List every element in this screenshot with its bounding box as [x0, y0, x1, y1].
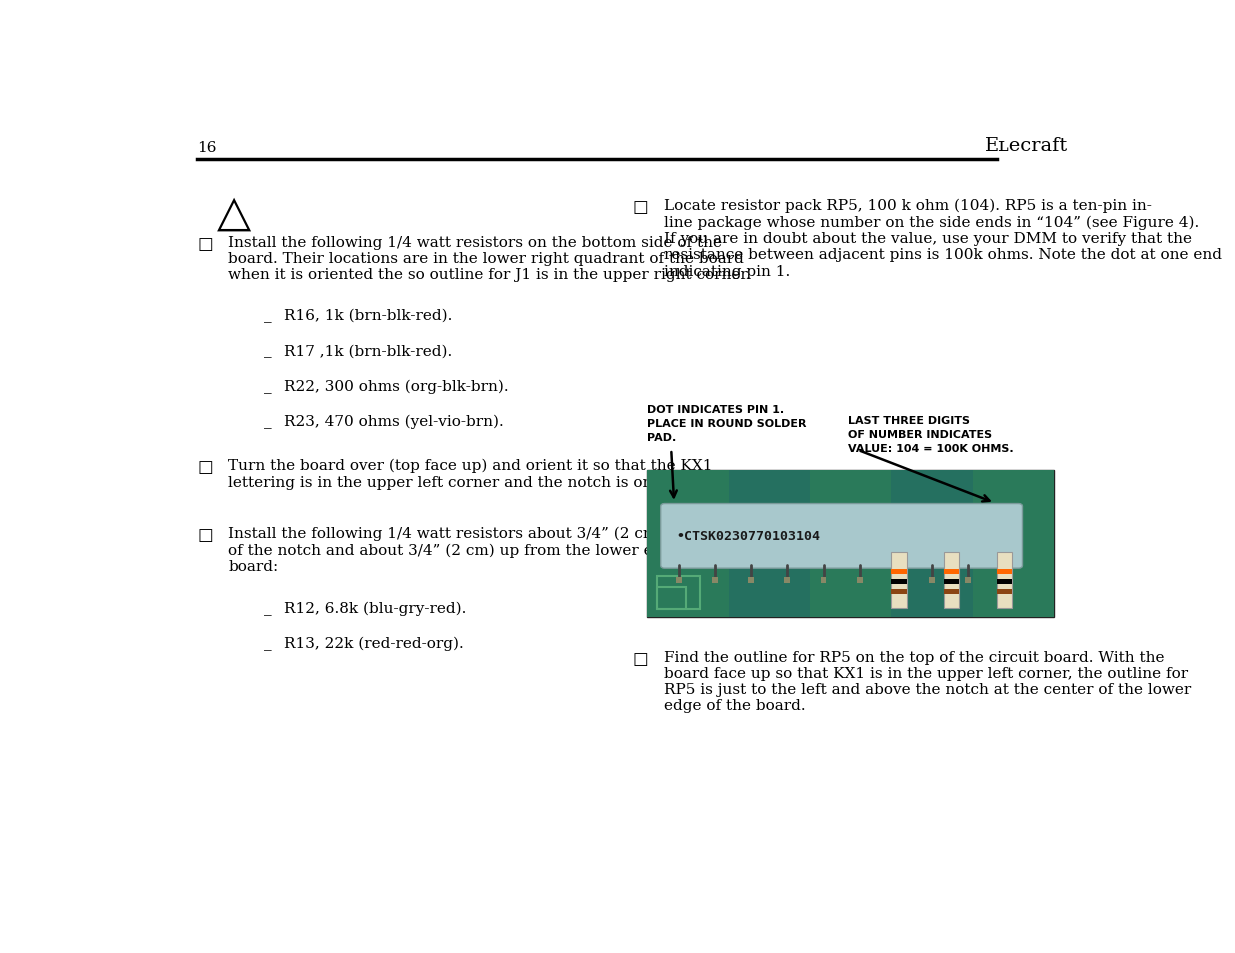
Bar	[997, 570, 1011, 575]
Bar	[1002, 578, 1008, 583]
Bar	[929, 578, 935, 583]
Bar	[657, 588, 685, 610]
Text: Turn the board over (top face up) and orient it so that the KX1
lettering is in : Turn the board over (top face up) and or…	[228, 458, 778, 489]
Text: Find the outline for RP5 on the top of the circuit board. With the
board face up: Find the outline for RP5 on the top of t…	[663, 650, 1191, 713]
Text: R23, 470 ohms (yel-vio-brn).: R23, 470 ohms (yel-vio-brn).	[284, 415, 504, 429]
Text: _: _	[264, 415, 272, 429]
Bar	[892, 579, 906, 584]
Bar	[784, 578, 790, 583]
Bar	[657, 577, 700, 610]
Bar	[892, 470, 973, 617]
Text: R22, 300 ohms (org-blk-brn).: R22, 300 ohms (org-blk-brn).	[284, 379, 509, 394]
Bar	[713, 578, 718, 583]
Text: LAST THREE DIGITS
OF NUMBER INDICATES
VALUE: 104 = 100K OHMS.: LAST THREE DIGITS OF NUMBER INDICATES VA…	[848, 416, 1014, 454]
Text: □: □	[198, 235, 214, 253]
Bar	[748, 578, 755, 583]
Text: R16, 1k (brn-blk-red).: R16, 1k (brn-blk-red).	[284, 309, 452, 323]
Bar	[857, 578, 862, 583]
Bar	[966, 578, 971, 583]
Text: _: _	[264, 309, 272, 323]
Bar	[997, 579, 1011, 584]
Bar	[944, 579, 960, 584]
Bar	[810, 470, 892, 617]
Text: □: □	[198, 458, 214, 476]
Bar	[647, 470, 1053, 617]
Text: _: _	[264, 344, 272, 358]
Text: △: △	[216, 192, 251, 234]
Bar	[647, 470, 729, 617]
Bar	[729, 470, 810, 617]
Text: Install the following 1/4 watt resistors about 3/4” (2 cm) to the left
of the no: Install the following 1/4 watt resistors…	[228, 526, 743, 574]
Text: DOT INDICATES PIN 1.
PLACE IN ROUND SOLDER
PAD.: DOT INDICATES PIN 1. PLACE IN ROUND SOLD…	[647, 404, 806, 442]
Text: Install the following 1/4 watt resistors on the bottom side of the
board. Their : Install the following 1/4 watt resistors…	[228, 235, 751, 282]
Bar	[997, 590, 1011, 595]
Text: 16: 16	[198, 141, 217, 154]
Bar	[944, 590, 960, 595]
Bar	[997, 553, 1011, 608]
Text: □: □	[632, 199, 648, 215]
Bar	[892, 590, 906, 595]
Text: Eʟecraft: Eʟecraft	[986, 136, 1068, 154]
Bar	[944, 553, 960, 608]
Text: _: _	[264, 636, 272, 650]
Bar	[944, 570, 960, 575]
FancyBboxPatch shape	[661, 504, 1023, 569]
Text: _: _	[264, 601, 272, 615]
Bar	[676, 578, 682, 583]
Bar	[892, 570, 906, 575]
Text: R17 ,1k (brn-blk-red).: R17 ,1k (brn-blk-red).	[284, 344, 452, 358]
Bar	[820, 578, 826, 583]
Text: R13, 22k (red-red-org).: R13, 22k (red-red-org).	[284, 636, 463, 651]
Text: □: □	[632, 650, 648, 667]
Bar	[893, 578, 899, 583]
Bar	[892, 553, 906, 608]
Text: R12, 6.8k (blu-gry-red).: R12, 6.8k (blu-gry-red).	[284, 601, 466, 616]
Text: Locate resistor pack RP5, 100 k ohm (104). RP5 is a ten-pin in-
line package who: Locate resistor pack RP5, 100 k ohm (104…	[663, 199, 1221, 278]
Bar	[973, 470, 1053, 617]
Text: •CTSK0230770103104: •CTSK0230770103104	[676, 530, 820, 543]
Text: □: □	[198, 526, 214, 543]
Text: _: _	[264, 379, 272, 394]
